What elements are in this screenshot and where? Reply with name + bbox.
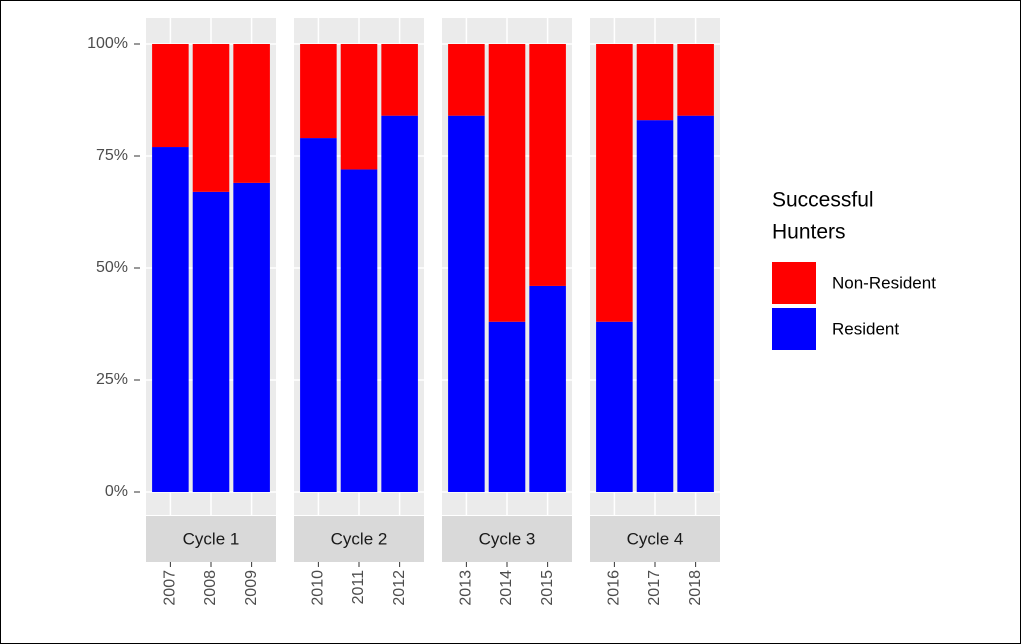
bar — [636, 44, 674, 121]
strip — [294, 516, 424, 562]
bar — [152, 44, 189, 148]
bar — [192, 191, 230, 492]
legend-label: Resident — [832, 319, 899, 338]
bar — [448, 115, 485, 493]
bar — [677, 115, 714, 493]
bar — [448, 44, 485, 116]
strip-label: Cycle 1 — [183, 529, 240, 548]
x-tick-label: 2018 — [687, 570, 704, 606]
bar — [596, 321, 633, 492]
bar — [192, 44, 230, 192]
strip-label: Cycle 2 — [331, 529, 388, 548]
legend-title: Hunters — [772, 221, 846, 244]
bar — [488, 321, 526, 492]
legend-label: Non-Resident — [832, 273, 936, 292]
legend-key — [772, 308, 816, 350]
y-tick-label: 50% — [96, 259, 128, 276]
bar — [529, 285, 566, 492]
bar — [233, 44, 270, 183]
x-tick-label: 2014 — [498, 570, 515, 606]
bar — [300, 44, 337, 139]
bar — [300, 138, 337, 492]
bar — [340, 44, 378, 170]
x-tick-label: 2015 — [539, 570, 556, 606]
x-tick-label: 2011 — [350, 570, 367, 605]
bar — [340, 169, 378, 492]
x-tick-label: 2007 — [162, 570, 179, 606]
strip-label: Cycle 3 — [479, 529, 536, 548]
y-tick-label: 75% — [96, 147, 128, 164]
x-tick-label: 2008 — [202, 570, 219, 606]
strip — [442, 516, 572, 562]
x-tick-label: 2017 — [646, 570, 663, 606]
legend-key — [772, 262, 816, 304]
x-tick-label: 2016 — [606, 570, 623, 606]
bar — [152, 147, 189, 493]
y-tick-label: 0% — [105, 483, 128, 500]
bar — [233, 182, 270, 492]
bar — [677, 44, 714, 116]
strip — [590, 516, 720, 562]
x-tick-label: 2012 — [391, 570, 408, 606]
strip-label: Cycle 4 — [627, 529, 684, 548]
legend-title: Successful — [772, 189, 874, 212]
bar — [596, 44, 633, 322]
bar — [636, 120, 674, 492]
bar — [529, 44, 566, 286]
x-tick-label: 2013 — [458, 570, 475, 606]
strip — [146, 516, 276, 562]
x-tick-label: 2009 — [243, 570, 260, 606]
bar — [381, 115, 418, 493]
y-tick-label: 25% — [96, 371, 128, 388]
y-tick-label: 100% — [87, 35, 128, 52]
bar — [381, 44, 418, 116]
x-tick-label: 2010 — [310, 570, 327, 606]
bar — [488, 44, 526, 322]
